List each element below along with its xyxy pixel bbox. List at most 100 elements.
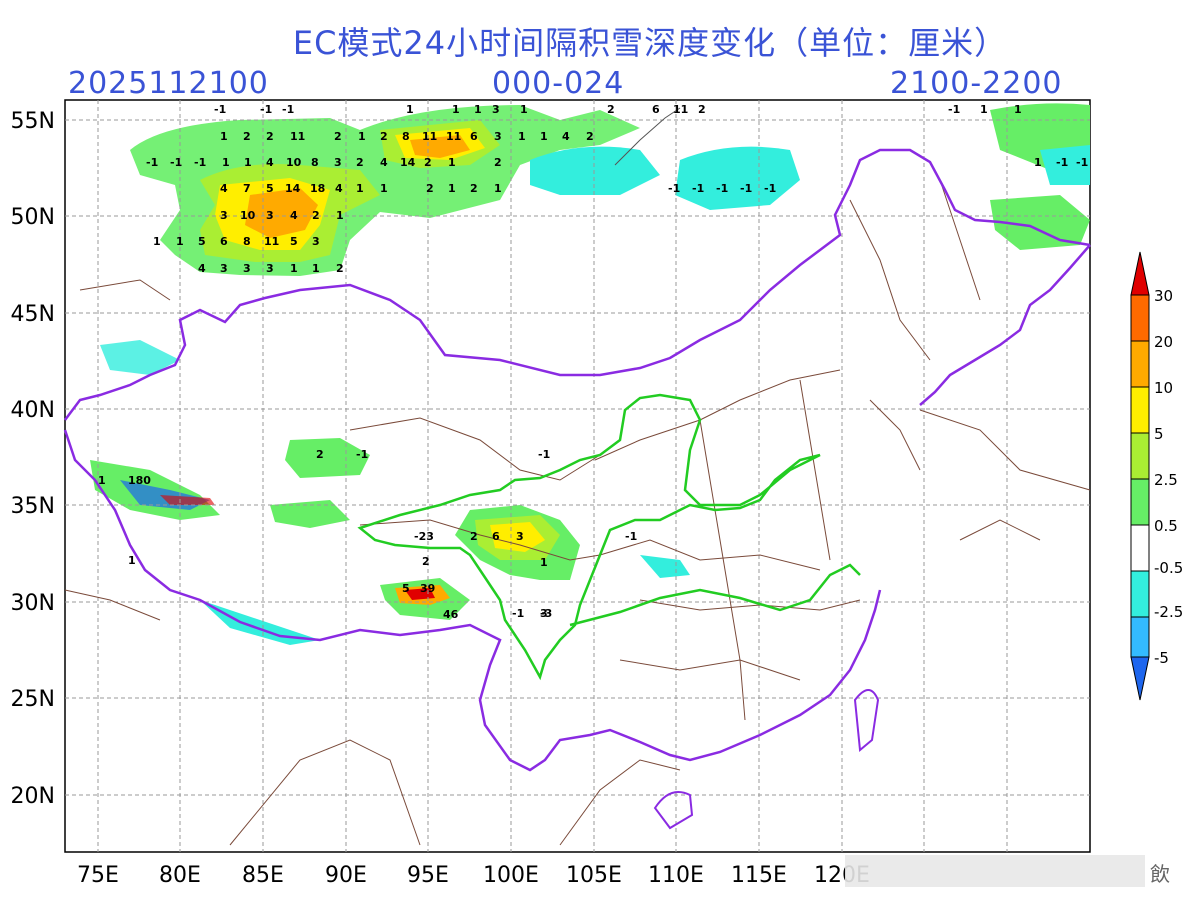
- value-label: 11: [264, 235, 279, 248]
- value-label: 4: [198, 262, 206, 275]
- map-title: EC模式24小时间隔积雪深度变化（单位：厘米）: [292, 24, 1008, 62]
- lon-label-75: 75E: [77, 863, 119, 888]
- hainan-outline: [653, 791, 694, 830]
- value-label: 2: [312, 209, 320, 222]
- watermark-text: 飲: [1150, 862, 1170, 886]
- watermark-strip: [845, 855, 1145, 887]
- value-label: 14: [285, 182, 301, 195]
- value-label: 2: [266, 130, 274, 143]
- value-label: -1: [716, 182, 728, 195]
- value-label: 5: [290, 235, 298, 248]
- value-label: -1: [194, 156, 206, 169]
- value-label: 2: [494, 156, 502, 169]
- lon-label-90: 90E: [325, 863, 367, 888]
- value-label: 6: [220, 235, 228, 248]
- lat-label-35: 35N: [11, 494, 55, 519]
- value-label: 1: [128, 554, 136, 567]
- colorbar-label: 0.5: [1154, 517, 1178, 535]
- longitude-labels: 75E 80E 85E 90E 95E 100E 105E 110E 115E …: [77, 863, 870, 888]
- value-label: 1: [980, 103, 988, 116]
- value-label: 46: [443, 608, 459, 621]
- colorbar-swatch: [1130, 478, 1150, 526]
- value-label: 2: [698, 103, 706, 116]
- lon-label-85: 85E: [242, 863, 284, 888]
- national-border-south: [63, 429, 882, 772]
- value-label: 4: [562, 130, 570, 143]
- value-label: -23: [414, 530, 434, 543]
- value-label: 8: [311, 156, 319, 169]
- taiwan-outline: [853, 689, 880, 752]
- value-label: 11: [290, 130, 305, 143]
- value-label: 7: [243, 182, 251, 195]
- snow-shading-layer: [90, 103, 1090, 645]
- lon-label-110: 110E: [648, 863, 704, 888]
- value-label: 8: [243, 235, 251, 248]
- lat-label-30: 30N: [11, 591, 55, 616]
- value-label: 5: [198, 235, 206, 248]
- value-label: 4: [335, 182, 343, 195]
- value-label: 1: [448, 156, 456, 169]
- value-label: 3: [243, 262, 251, 275]
- lake-outline: [614, 107, 681, 166]
- value-label: -1: [282, 103, 294, 116]
- colorbar-swatch: [1130, 616, 1150, 658]
- province-boundaries: [64, 179, 1091, 846]
- colorbar-swatch: [1130, 524, 1150, 572]
- value-label: 5: [266, 182, 274, 195]
- value-label: 1: [520, 103, 528, 116]
- colorbar: 30 20 10 5 2.5 0.5 -0.5 -2.5 -5: [1130, 251, 1183, 701]
- highlighted-region-boundary: [357, 393, 821, 681]
- colorbar-swatch: [1130, 570, 1150, 618]
- value-label: -1: [668, 182, 680, 195]
- value-label: 1: [222, 156, 230, 169]
- value-label: -1: [764, 182, 776, 195]
- forecast-hours-label: 000-024: [492, 66, 625, 101]
- colorbar-bottom-arrow: [1130, 656, 1150, 701]
- value-label: 2: [607, 103, 615, 116]
- value-label: 1: [290, 262, 298, 275]
- value-label: 2: [243, 130, 251, 143]
- value-label: 39: [420, 582, 435, 595]
- value-label: 1: [494, 182, 502, 195]
- value-label: 4: [290, 209, 298, 222]
- value-label: -1: [214, 103, 226, 116]
- colorbar-swatch: [1130, 340, 1150, 388]
- graticule: [65, 100, 1090, 852]
- colorbar-swatch: [1130, 294, 1150, 342]
- colorbar-label: 10: [1154, 379, 1173, 397]
- value-label: 1: [448, 182, 456, 195]
- value-label: 1: [540, 130, 548, 143]
- value-label: -1: [512, 607, 524, 620]
- value-label: -3: [540, 607, 552, 620]
- highlighted-region-boundary-south: [569, 563, 861, 627]
- value-label: -1: [692, 182, 704, 195]
- value-label: 3: [540, 607, 548, 620]
- value-annotations: 1 1 1 3 1 2 6 11 2 1 2 2 11 2 1 2 8 11 1…: [98, 103, 1088, 621]
- value-label: 2: [380, 130, 388, 143]
- colorbar-label: -5: [1154, 649, 1169, 667]
- colorbar-label: 20: [1154, 333, 1173, 351]
- value-label: 6: [492, 530, 500, 543]
- init-time-label: 2025112100: [68, 66, 269, 101]
- value-label: 2: [470, 182, 478, 195]
- value-label: 2: [422, 555, 430, 568]
- value-label: 4: [380, 156, 388, 169]
- colorbar-label: -0.5: [1154, 559, 1183, 577]
- valid-range-label: 2100-2200: [890, 66, 1063, 101]
- value-label: 3: [220, 209, 228, 222]
- value-label: 3: [266, 262, 274, 275]
- value-label: 6: [652, 103, 660, 116]
- value-label: 11: [446, 130, 461, 143]
- value-label: 10: [240, 209, 256, 222]
- lat-label-40: 40N: [11, 398, 55, 423]
- value-label: 1: [312, 262, 320, 275]
- lon-label-100: 100E: [483, 863, 539, 888]
- value-label: 1: [358, 130, 366, 143]
- value-label: 4: [266, 156, 274, 169]
- lat-label-55: 55N: [11, 109, 55, 134]
- lat-label-20: 20N: [11, 784, 55, 809]
- colorbar-label: 30: [1154, 287, 1173, 305]
- value-label: 1: [153, 235, 161, 248]
- value-label: -1: [625, 530, 637, 543]
- value-label: 1: [380, 182, 388, 195]
